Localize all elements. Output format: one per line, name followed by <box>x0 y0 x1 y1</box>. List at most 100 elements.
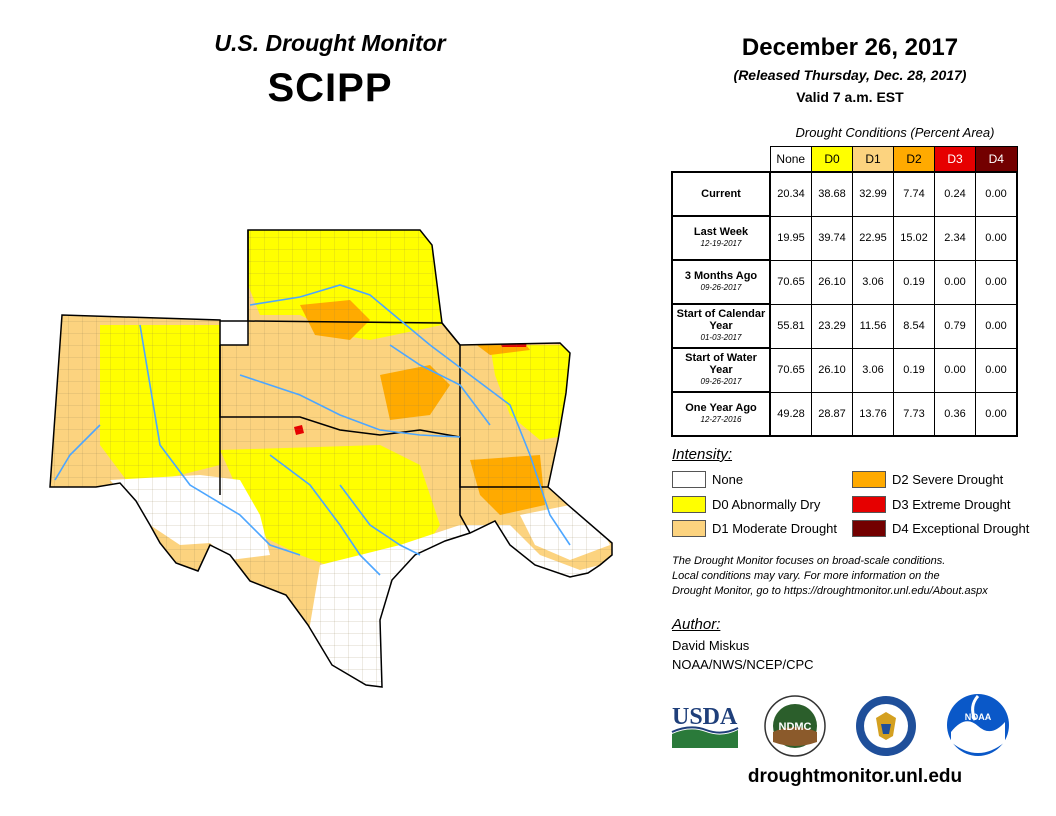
cell-d2: 8.54 <box>893 303 935 349</box>
cell-d1: 11.56 <box>852 303 894 349</box>
row-label: One Year Ago 12-27-2016 <box>671 391 771 437</box>
region-title: SCIPP <box>267 66 393 110</box>
table-row: Start of Water Year 09-26-2017 70.65 26.1… <box>671 347 1018 393</box>
cell-d1: 3.06 <box>852 259 894 305</box>
legend-item-d1: D1 Moderate Drought <box>672 520 837 537</box>
row-label: 3 Months Ago 09-26-2017 <box>671 259 771 305</box>
legend-swatch <box>672 496 706 513</box>
table-row: One Year Ago 12-27-2016 49.28 28.87 13.76… <box>671 391 1018 437</box>
cell-none: 55.81 <box>769 303 812 349</box>
col-header-d3: D3 <box>934 146 976 173</box>
monitor-title: U.S. Drought Monitor <box>214 30 446 56</box>
col-header-d0: D0 <box>811 146 853 173</box>
cell-d3: 0.00 <box>934 259 976 305</box>
red-river-border <box>219 345 461 438</box>
cell-d0: 26.10 <box>811 347 853 393</box>
disclaimer-note: The Drought Monitor focuses on broad-sca… <box>672 554 1052 599</box>
legend-item-none: None <box>672 471 743 488</box>
note-line: Drought Monitor, go to https://droughtmo… <box>672 585 988 597</box>
cell-d0: 28.87 <box>811 391 853 437</box>
commerce-seal-icon <box>856 696 916 756</box>
cell-d3: 2.34 <box>934 215 976 261</box>
ndmc-logo-icon: NDMC <box>764 695 826 757</box>
rivers <box>54 284 571 576</box>
legend-swatch <box>672 520 706 537</box>
legend-label: D0 Abnormally Dry <box>712 497 821 512</box>
cell-d3: 0.36 <box>934 391 976 437</box>
legend-label: D4 Exceptional Drought <box>892 521 1030 536</box>
legend-label: None <box>712 472 744 487</box>
table-corner <box>672 147 770 173</box>
table-header-row: None D0 D1 D2 D3 D4 <box>672 146 1018 173</box>
cell-d2: 7.73 <box>893 391 935 437</box>
legend-item-d2: D2 Severe Drought <box>852 471 1003 488</box>
cell-d1: 22.95 <box>852 215 894 261</box>
legend-swatch <box>672 471 706 488</box>
cell-none: 19.95 <box>769 215 812 261</box>
table-caption: Drought Conditions (Percent Area) <box>795 125 995 140</box>
valid-time: Valid 7 a.m. EST <box>796 89 904 105</box>
note-line: The Drought Monitor focuses on broad-sca… <box>672 555 946 567</box>
cell-d3: 0.79 <box>934 303 976 349</box>
col-header-d4: D4 <box>975 146 1018 173</box>
noaa-logo-icon: NOAA <box>947 694 1009 756</box>
cell-d0: 39.74 <box>811 215 853 261</box>
noaa-logo-text: NOAA <box>965 712 992 722</box>
legend-swatch <box>852 520 886 537</box>
cell-d4: 0.00 <box>975 259 1018 305</box>
cell-none: 70.65 <box>769 259 812 305</box>
cell-d1: 13.76 <box>852 391 894 437</box>
cell-none: 49.28 <box>769 391 812 437</box>
cell-d2: 7.74 <box>893 171 935 217</box>
legend-label: D3 Extreme Drought <box>892 497 1011 512</box>
legend-swatch <box>852 471 886 488</box>
tx-la-border <box>459 437 471 534</box>
cell-d3: 0.24 <box>934 171 976 217</box>
kansas-south-border <box>220 320 443 324</box>
legend-item-d3: D3 Extreme Drought <box>852 496 1011 513</box>
region-outline <box>49 229 613 688</box>
site-url[interactable]: droughtmonitor.unl.edu <box>747 766 963 787</box>
usda-logo-text: USDA <box>672 704 738 730</box>
col-header-none: None <box>769 146 812 173</box>
author-name: David Miskus <box>672 638 750 653</box>
legend-label: D1 Moderate Drought <box>712 521 838 536</box>
cell-d3: 0.00 <box>934 347 976 393</box>
table-row: Last Week 12-19-2017 19.95 39.74 22.95 15… <box>671 215 1018 261</box>
row-label: Current <box>671 171 771 217</box>
row-label: Start of Calendar Year 01-03-2017 <box>671 303 771 349</box>
legend-item-d4: D4 Exceptional Drought <box>852 520 1029 537</box>
usda-logo-icon: USDA <box>671 704 739 748</box>
legend-title: Intensity: <box>672 446 733 463</box>
cell-d0: 38.68 <box>811 171 853 217</box>
release-date: (Released Thursday, Dec. 28, 2017) <box>733 67 967 83</box>
table-row: Current 20.34 38.68 32.99 7.74 0.24 0.00 <box>671 171 1018 217</box>
table-row: 3 Months Ago 09-26-2017 70.65 26.10 3.06 … <box>671 259 1018 305</box>
cell-d0: 26.10 <box>811 259 853 305</box>
row-label: Last Week 12-19-2017 <box>671 215 771 261</box>
cell-d1: 32.99 <box>852 171 894 217</box>
col-header-d1: D1 <box>852 146 894 173</box>
cell-d0: 23.29 <box>811 303 853 349</box>
table-row: Start of Calendar Year 01-03-2017 55.81 2… <box>671 303 1018 349</box>
legend-item-d0: D0 Abnormally Dry <box>672 496 820 513</box>
cell-d4: 0.00 <box>975 391 1018 437</box>
county-lines <box>50 230 612 687</box>
cell-d4: 0.00 <box>975 347 1018 393</box>
cell-d4: 0.00 <box>975 171 1018 217</box>
cell-d4: 0.00 <box>975 215 1018 261</box>
author-title: Author: <box>672 616 721 633</box>
cell-none: 70.65 <box>769 347 812 393</box>
legend-swatch <box>852 496 886 513</box>
cell-d4: 0.00 <box>975 303 1018 349</box>
cell-d2: 0.19 <box>893 347 935 393</box>
drought-map <box>49 229 613 688</box>
author-org: NOAA/NWS/NCEP/CPC <box>672 657 814 672</box>
cell-d2: 0.19 <box>893 259 935 305</box>
cell-none: 20.34 <box>769 171 812 217</box>
legend-label: D2 Severe Drought <box>892 472 1004 487</box>
cell-d2: 15.02 <box>893 215 935 261</box>
cell-d1: 3.06 <box>852 347 894 393</box>
map-date: December 26, 2017 <box>741 34 959 61</box>
drought-stats-table: None D0 D1 D2 D3 D4 Current 20.34 38.68 … <box>671 146 1018 437</box>
